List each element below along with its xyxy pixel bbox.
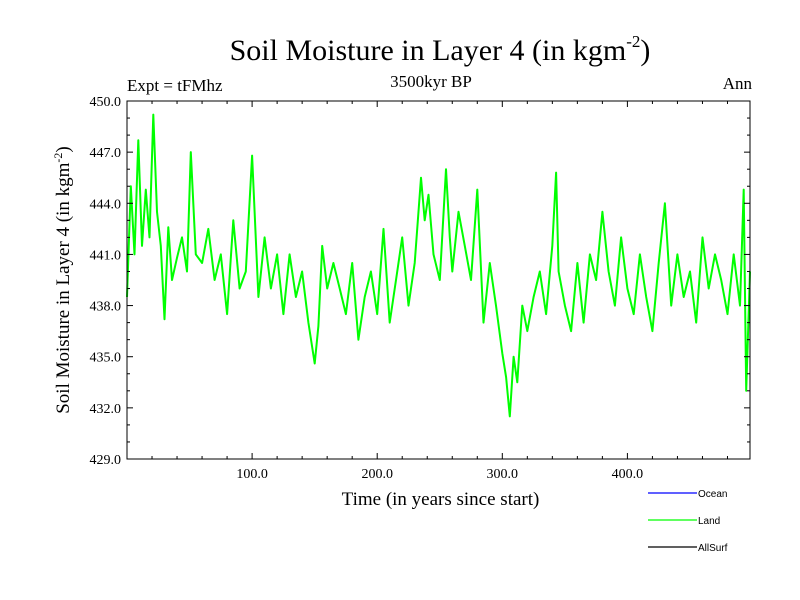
- x-tick-label: 200.0: [361, 467, 393, 482]
- y-axis-label-end: ): [53, 146, 74, 152]
- chart-subtitle: 3500kyr BP: [390, 72, 472, 91]
- chart-title: Soil Moisture in Layer 4 (in kgm-2): [0, 32, 800, 68]
- legend-label-allsurf: AllSurf: [698, 543, 728, 554]
- title-end: ): [640, 34, 651, 67]
- plot-frame: [126, 100, 751, 460]
- experiment-label: Expt = tFMhz: [127, 76, 223, 95]
- y-axis-label-superscript: -2: [51, 153, 65, 163]
- series-line-land: [126, 113, 751, 418]
- y-tick-label: 438.0: [90, 300, 122, 315]
- legend-label-land: Land: [698, 516, 720, 527]
- y-axis-label-text: Soil Moisture in Layer 4 (in kgm: [53, 162, 74, 413]
- y-tick-label: 435.0: [90, 351, 122, 366]
- x-axis-label: Time (in years since start): [342, 489, 540, 510]
- y-tick-label: 441.0: [90, 248, 122, 263]
- y-axis-label: Soil Moisture in Layer 4 (in kgm-2): [51, 146, 74, 414]
- x-tick-label: 400.0: [612, 467, 644, 482]
- title-superscript: -2: [626, 32, 641, 51]
- y-tick-label: 450.0: [90, 95, 122, 110]
- title-text: Soil Moisture in Layer 4 (in kgm: [229, 34, 627, 67]
- legend-label-ocean: Ocean: [698, 489, 727, 500]
- season-label: Ann: [722, 74, 752, 93]
- y-tick-label: 444.0: [90, 197, 122, 212]
- x-tick-label: 300.0: [487, 467, 519, 482]
- y-tick-label: 447.0: [90, 146, 122, 161]
- y-tick-label: 429.0: [90, 453, 122, 468]
- x-tick-label: 100.0: [236, 467, 268, 482]
- y-tick-label: 432.0: [90, 402, 122, 417]
